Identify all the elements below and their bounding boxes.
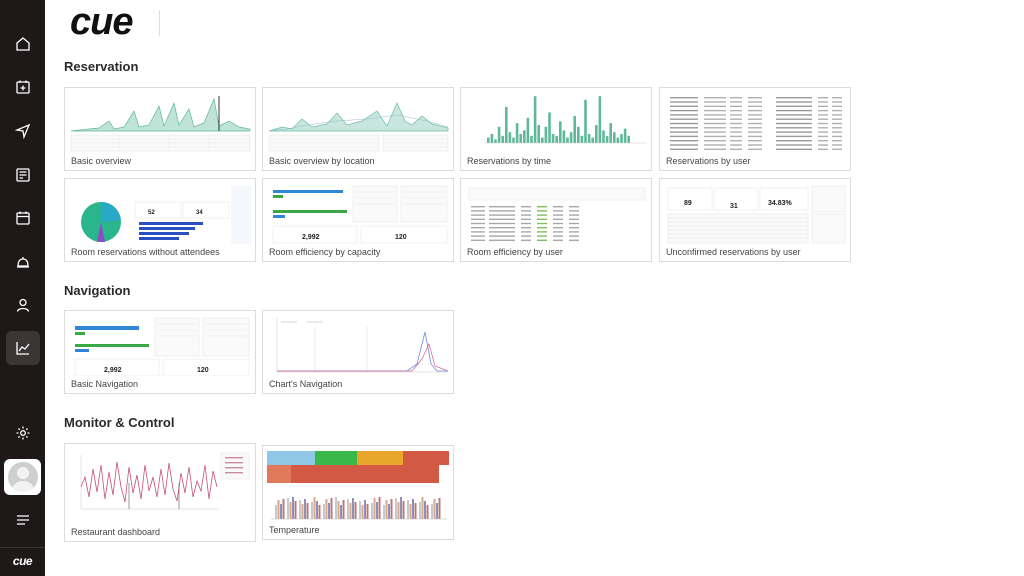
gear-icon[interactable] — [6, 416, 40, 450]
card-thumbnail: 2,992 120 — [267, 182, 450, 244]
card-label: Room efficiency by capacity — [269, 247, 381, 257]
card-label: Room efficiency by user — [467, 247, 563, 257]
card-thumbnail: 89 31 34.83% — [664, 182, 847, 244]
stat-value: 34 — [196, 210, 203, 216]
header-divider — [159, 10, 160, 36]
report-card-room-reservations-without-attendees[interactable]: 52 34 Room reservations without attendee… — [64, 178, 256, 262]
card-label: Basic Navigation — [71, 379, 139, 389]
newspaper-icon[interactable] — [6, 158, 40, 192]
report-card-temperature[interactable]: Temperature — [262, 445, 454, 540]
stat-value: 120 — [395, 234, 407, 241]
card-thumbnail — [69, 91, 252, 153]
card-label: Temperature — [269, 525, 320, 535]
card-thumbnail: 52 34 — [69, 182, 252, 244]
card-label: Unconfirmed reservations by user — [666, 247, 801, 257]
report-card-restaurant-dashboard[interactable]: Restaurant dashboard — [64, 443, 256, 542]
section-title-monitor-control: Monitor & Control — [64, 415, 175, 430]
card-label: Reservations by time — [467, 156, 552, 166]
avatar[interactable] — [4, 459, 41, 495]
report-card-room-efficiency-by-capacity[interactable]: 2,992 120 Room efficiency by capacity — [262, 178, 454, 262]
calendar-icon[interactable] — [6, 201, 40, 235]
card-label: Basic overview by location — [269, 156, 375, 166]
section-title-reservation: Reservation — [64, 59, 139, 74]
report-card-reservations-by-time[interactable]: Reservations by time — [460, 87, 652, 171]
report-card-basic-navigation[interactable]: 2,992 120 Basic Navigation — [64, 310, 256, 394]
card-thumbnail — [267, 314, 450, 376]
calendar-plus-icon[interactable] — [6, 70, 40, 104]
card-thumbnail — [69, 447, 252, 523]
stat-value: 2,992 — [302, 234, 320, 241]
card-thumbnail: 2,992 120 — [69, 314, 252, 376]
bell-icon[interactable] — [6, 245, 40, 279]
card-label: Basic overview — [71, 156, 132, 166]
app-logo: cue — [70, 1, 133, 43]
report-card-reservations-by-user[interactable]: Reservations by user — [659, 87, 851, 171]
stat-value: 34.83% — [768, 200, 793, 207]
sidebar-logo: cue — [12, 554, 33, 568]
navigation-icon[interactable] — [6, 114, 40, 148]
section-title-navigation: Navigation — [64, 283, 131, 298]
stat-value: 89 — [684, 200, 692, 207]
menu-icon[interactable] — [6, 503, 40, 537]
sidebar: cue — [0, 0, 45, 576]
card-thumbnail — [267, 91, 450, 153]
report-card-basic-overview[interactable]: Basic overview — [64, 87, 256, 171]
user-icon[interactable] — [6, 288, 40, 322]
home-icon[interactable] — [6, 27, 40, 61]
report-card-charts-navigation[interactable]: Chart's Navigation — [262, 310, 454, 394]
stat-value: 2,992 — [104, 367, 122, 374]
card-thumbnail — [465, 91, 648, 153]
stat-value: 120 — [197, 367, 209, 374]
stat-value: 52 — [148, 210, 155, 216]
chart-icon[interactable] — [6, 331, 40, 365]
sidebar-divider — [0, 547, 45, 548]
card-label: Restaurant dashboard — [71, 527, 161, 537]
stat-value: 31 — [730, 203, 738, 210]
report-card-basic-overview-by-location[interactable]: Basic overview by location — [262, 87, 454, 171]
report-card-unconfirmed-reservations-by-user[interactable]: 89 31 34.83% Unconfirmed reservations by… — [659, 178, 851, 262]
card-label: Reservations by user — [666, 156, 751, 166]
card-thumbnail — [267, 449, 450, 521]
avatar-image — [7, 462, 38, 492]
card-label: Room reservations without attendees — [71, 247, 220, 257]
report-card-room-efficiency-by-user[interactable]: Room efficiency by user — [460, 178, 652, 262]
card-thumbnail — [664, 91, 847, 153]
card-thumbnail — [465, 182, 648, 244]
card-label: Chart's Navigation — [269, 379, 343, 389]
